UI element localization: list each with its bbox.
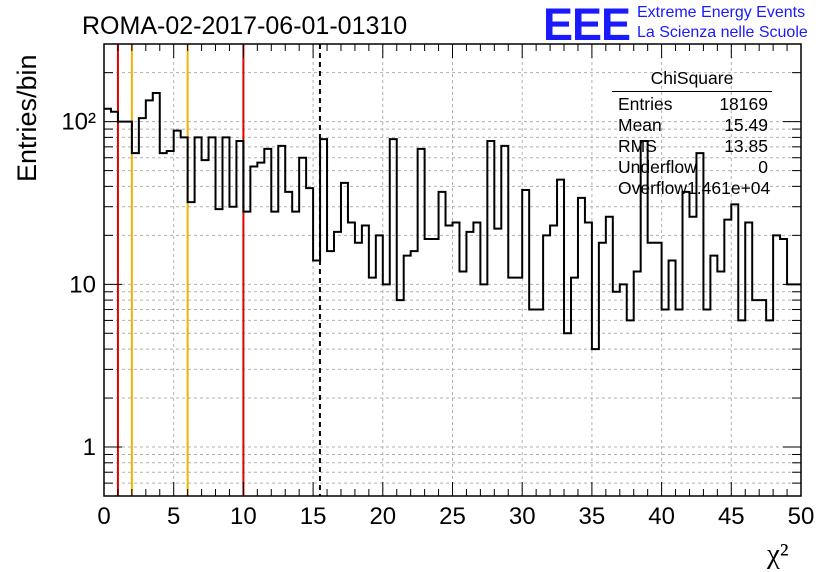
y-tick-label: 10² [61, 109, 96, 136]
x-tick-label: 10 [230, 503, 257, 530]
stats-value: 1.461e+04 [687, 178, 771, 198]
x-tick-label: 45 [718, 503, 745, 530]
histogram-series [104, 91, 801, 351]
brand-mark: EEE [543, 0, 631, 50]
stats-value: 18169 [719, 94, 768, 114]
y-tick-label: 1 [83, 434, 96, 461]
stats-value: 0 [758, 157, 768, 177]
stats-title: ChiSquare [612, 68, 772, 92]
x-tick-label: 40 [648, 503, 675, 530]
chart-title: ROMA-02-2017-06-01-01310 [82, 12, 408, 40]
stats-row-overflow: Overflow 1.461e+04 [612, 178, 772, 199]
stats-label: RMS [618, 136, 657, 156]
stats-row-rms: RMS 13.85 [612, 136, 772, 157]
y-axis-label: Entries/bin [12, 54, 42, 182]
x-tick-label: 15 [300, 503, 327, 530]
x-tick-label: 30 [509, 503, 536, 530]
stats-label: Overflow [618, 178, 688, 198]
stats-row-mean: Mean 15.49 [612, 115, 772, 136]
x-axis-label: χ² [767, 538, 789, 570]
x-tick-label: 50 [788, 503, 815, 530]
x-tick-label: 0 [97, 503, 110, 530]
brand-line-2: La Scienza nelle Scuole [637, 24, 808, 41]
x-tick-label: 25 [439, 503, 466, 530]
x-tick-label: 20 [369, 503, 396, 530]
stats-label: Underflow [618, 157, 697, 177]
stats-box: ChiSquare Entries 18169 Mean 15.49 RMS 1… [612, 68, 772, 199]
stats-row-underflow: Underflow 0 [612, 157, 772, 178]
x-tick-label: 5 [167, 503, 180, 530]
brand-line-1: Extreme Energy Events [637, 4, 806, 21]
stats-value: 13.85 [724, 136, 768, 156]
stats-value: 15.49 [724, 115, 768, 135]
y-tick-label: 10 [69, 271, 96, 298]
stats-label: Mean [618, 115, 662, 135]
x-tick-label: 35 [579, 503, 606, 530]
stats-row-entries: Entries 18169 [612, 94, 772, 115]
stats-label: Entries [618, 94, 673, 114]
